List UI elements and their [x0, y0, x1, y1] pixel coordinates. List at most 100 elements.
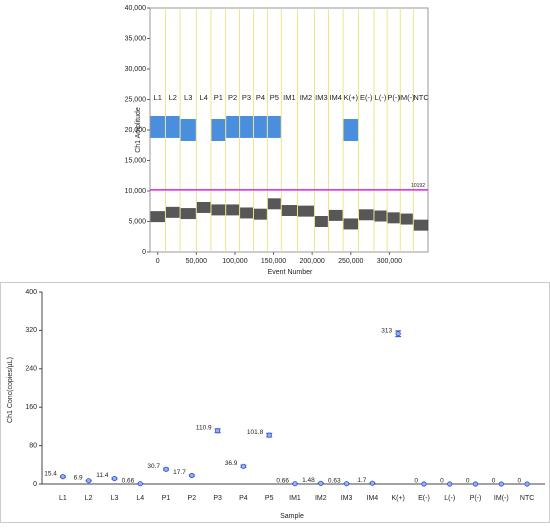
x-tick-label: L2	[85, 495, 93, 502]
well-label: L4	[199, 93, 207, 102]
negative-cluster	[328, 209, 343, 221]
well-label: L3	[184, 93, 192, 102]
well-label: K(+)	[344, 93, 359, 102]
x-tick-label: 200,000	[300, 258, 325, 265]
well-label: L2	[169, 93, 177, 102]
positive-cluster	[180, 119, 196, 141]
data-label: 0.66	[276, 477, 289, 484]
negative-cluster	[297, 205, 314, 217]
positive-cluster	[267, 115, 281, 138]
data-point	[189, 472, 195, 479]
x-tick-label: 0	[156, 258, 160, 265]
data-point	[163, 466, 169, 472]
x-tick-label: E(-)	[418, 495, 430, 502]
x-tick-label: P4	[239, 495, 248, 502]
well-label: E(-)	[360, 93, 373, 102]
data-point	[215, 428, 221, 434]
well-label: IM1	[283, 93, 296, 102]
y-tick-label: 20,000	[125, 127, 147, 134]
x-tick-label: L4	[136, 495, 144, 502]
data-label: 36.9	[225, 460, 238, 467]
well-label: P2	[228, 93, 237, 102]
data-point	[395, 331, 401, 337]
data-label: 0.63	[328, 477, 341, 484]
data-label: 110.9	[196, 424, 212, 431]
y-tick-label: 320	[25, 327, 37, 334]
well-label: P3	[242, 93, 251, 102]
well-label: P1	[214, 93, 223, 102]
x-tick-label: IM1	[289, 495, 301, 502]
negative-cluster	[314, 216, 328, 227]
x-axis-label: Event Number	[268, 269, 313, 276]
y-tick-label: 0	[33, 481, 37, 488]
negative-cluster	[165, 206, 180, 218]
negative-cluster	[226, 204, 240, 216]
well-label: IM4	[329, 93, 342, 102]
negative-cluster	[150, 211, 165, 223]
negative-cluster	[400, 213, 413, 225]
negative-cluster	[180, 208, 196, 220]
y-tick-label: 160	[25, 404, 37, 411]
data-label: 1.48	[302, 477, 315, 484]
y-tick-label: 30,000	[125, 66, 147, 73]
negative-cluster	[253, 208, 267, 220]
well-label: L(-)	[375, 93, 387, 102]
positive-cluster	[150, 115, 165, 138]
data-point	[60, 474, 66, 480]
positive-cluster	[165, 115, 180, 138]
y-tick-label: 80	[29, 442, 37, 449]
well-label: P(-)	[387, 93, 400, 102]
data-point	[343, 481, 350, 487]
x-tick-label: 50,000	[186, 258, 208, 265]
y-tick-label: 25,000	[125, 96, 147, 103]
data-label: 30.7	[147, 463, 160, 470]
data-label: 0	[466, 478, 470, 485]
x-tick-label: P2	[188, 495, 197, 502]
x-tick-label: 250,000	[338, 258, 363, 265]
well-label: NTC	[413, 93, 429, 102]
well-label: L1	[154, 93, 162, 102]
negative-cluster	[387, 212, 400, 224]
negative-cluster	[413, 219, 429, 231]
negative-cluster	[196, 201, 211, 213]
x-tick-label: P3	[213, 495, 222, 502]
negative-cluster	[240, 207, 253, 219]
negative-cluster	[359, 209, 374, 221]
data-point	[137, 481, 143, 487]
data-point	[498, 481, 504, 487]
negative-cluster	[343, 218, 358, 230]
data-point	[292, 481, 298, 487]
positive-cluster	[240, 115, 253, 138]
y-tick-label: 240	[25, 366, 37, 373]
x-tick-label: P(-)	[470, 495, 482, 502]
data-label: 0	[492, 478, 496, 485]
well-label: IM2	[300, 93, 313, 102]
negative-cluster	[267, 198, 281, 210]
well-label: P5	[270, 93, 279, 102]
y-tick-label: 10,000	[125, 188, 147, 195]
y-tick-label: 400	[25, 289, 37, 296]
data-point	[421, 481, 427, 487]
x-axis-label: Sample	[280, 513, 304, 520]
y-tick-label: 5,000	[128, 218, 146, 225]
x-tick-label: L(-)	[444, 495, 455, 502]
data-point	[369, 480, 375, 486]
data-label: 0	[414, 478, 418, 485]
x-tick-label: K(+)	[391, 495, 404, 502]
data-point	[266, 432, 272, 438]
well-label: IM(-)	[399, 93, 415, 102]
x-tick-label: L3	[111, 495, 119, 502]
positive-cluster	[226, 115, 240, 138]
well-label: IM3	[315, 93, 328, 102]
x-tick-label: IM2	[315, 495, 327, 502]
y-axis-label: Ch1 Amplitude	[135, 107, 142, 153]
well-label: P4	[256, 93, 265, 102]
threshold-label: 10192	[411, 183, 425, 189]
y-tick-label: 40,000	[125, 5, 147, 12]
data-label: 101.8	[247, 429, 264, 436]
x-tick-label: P5	[265, 495, 274, 502]
data-label: 0	[517, 478, 521, 485]
x-tick-label: L1	[59, 495, 67, 502]
data-label: 313	[381, 327, 392, 334]
